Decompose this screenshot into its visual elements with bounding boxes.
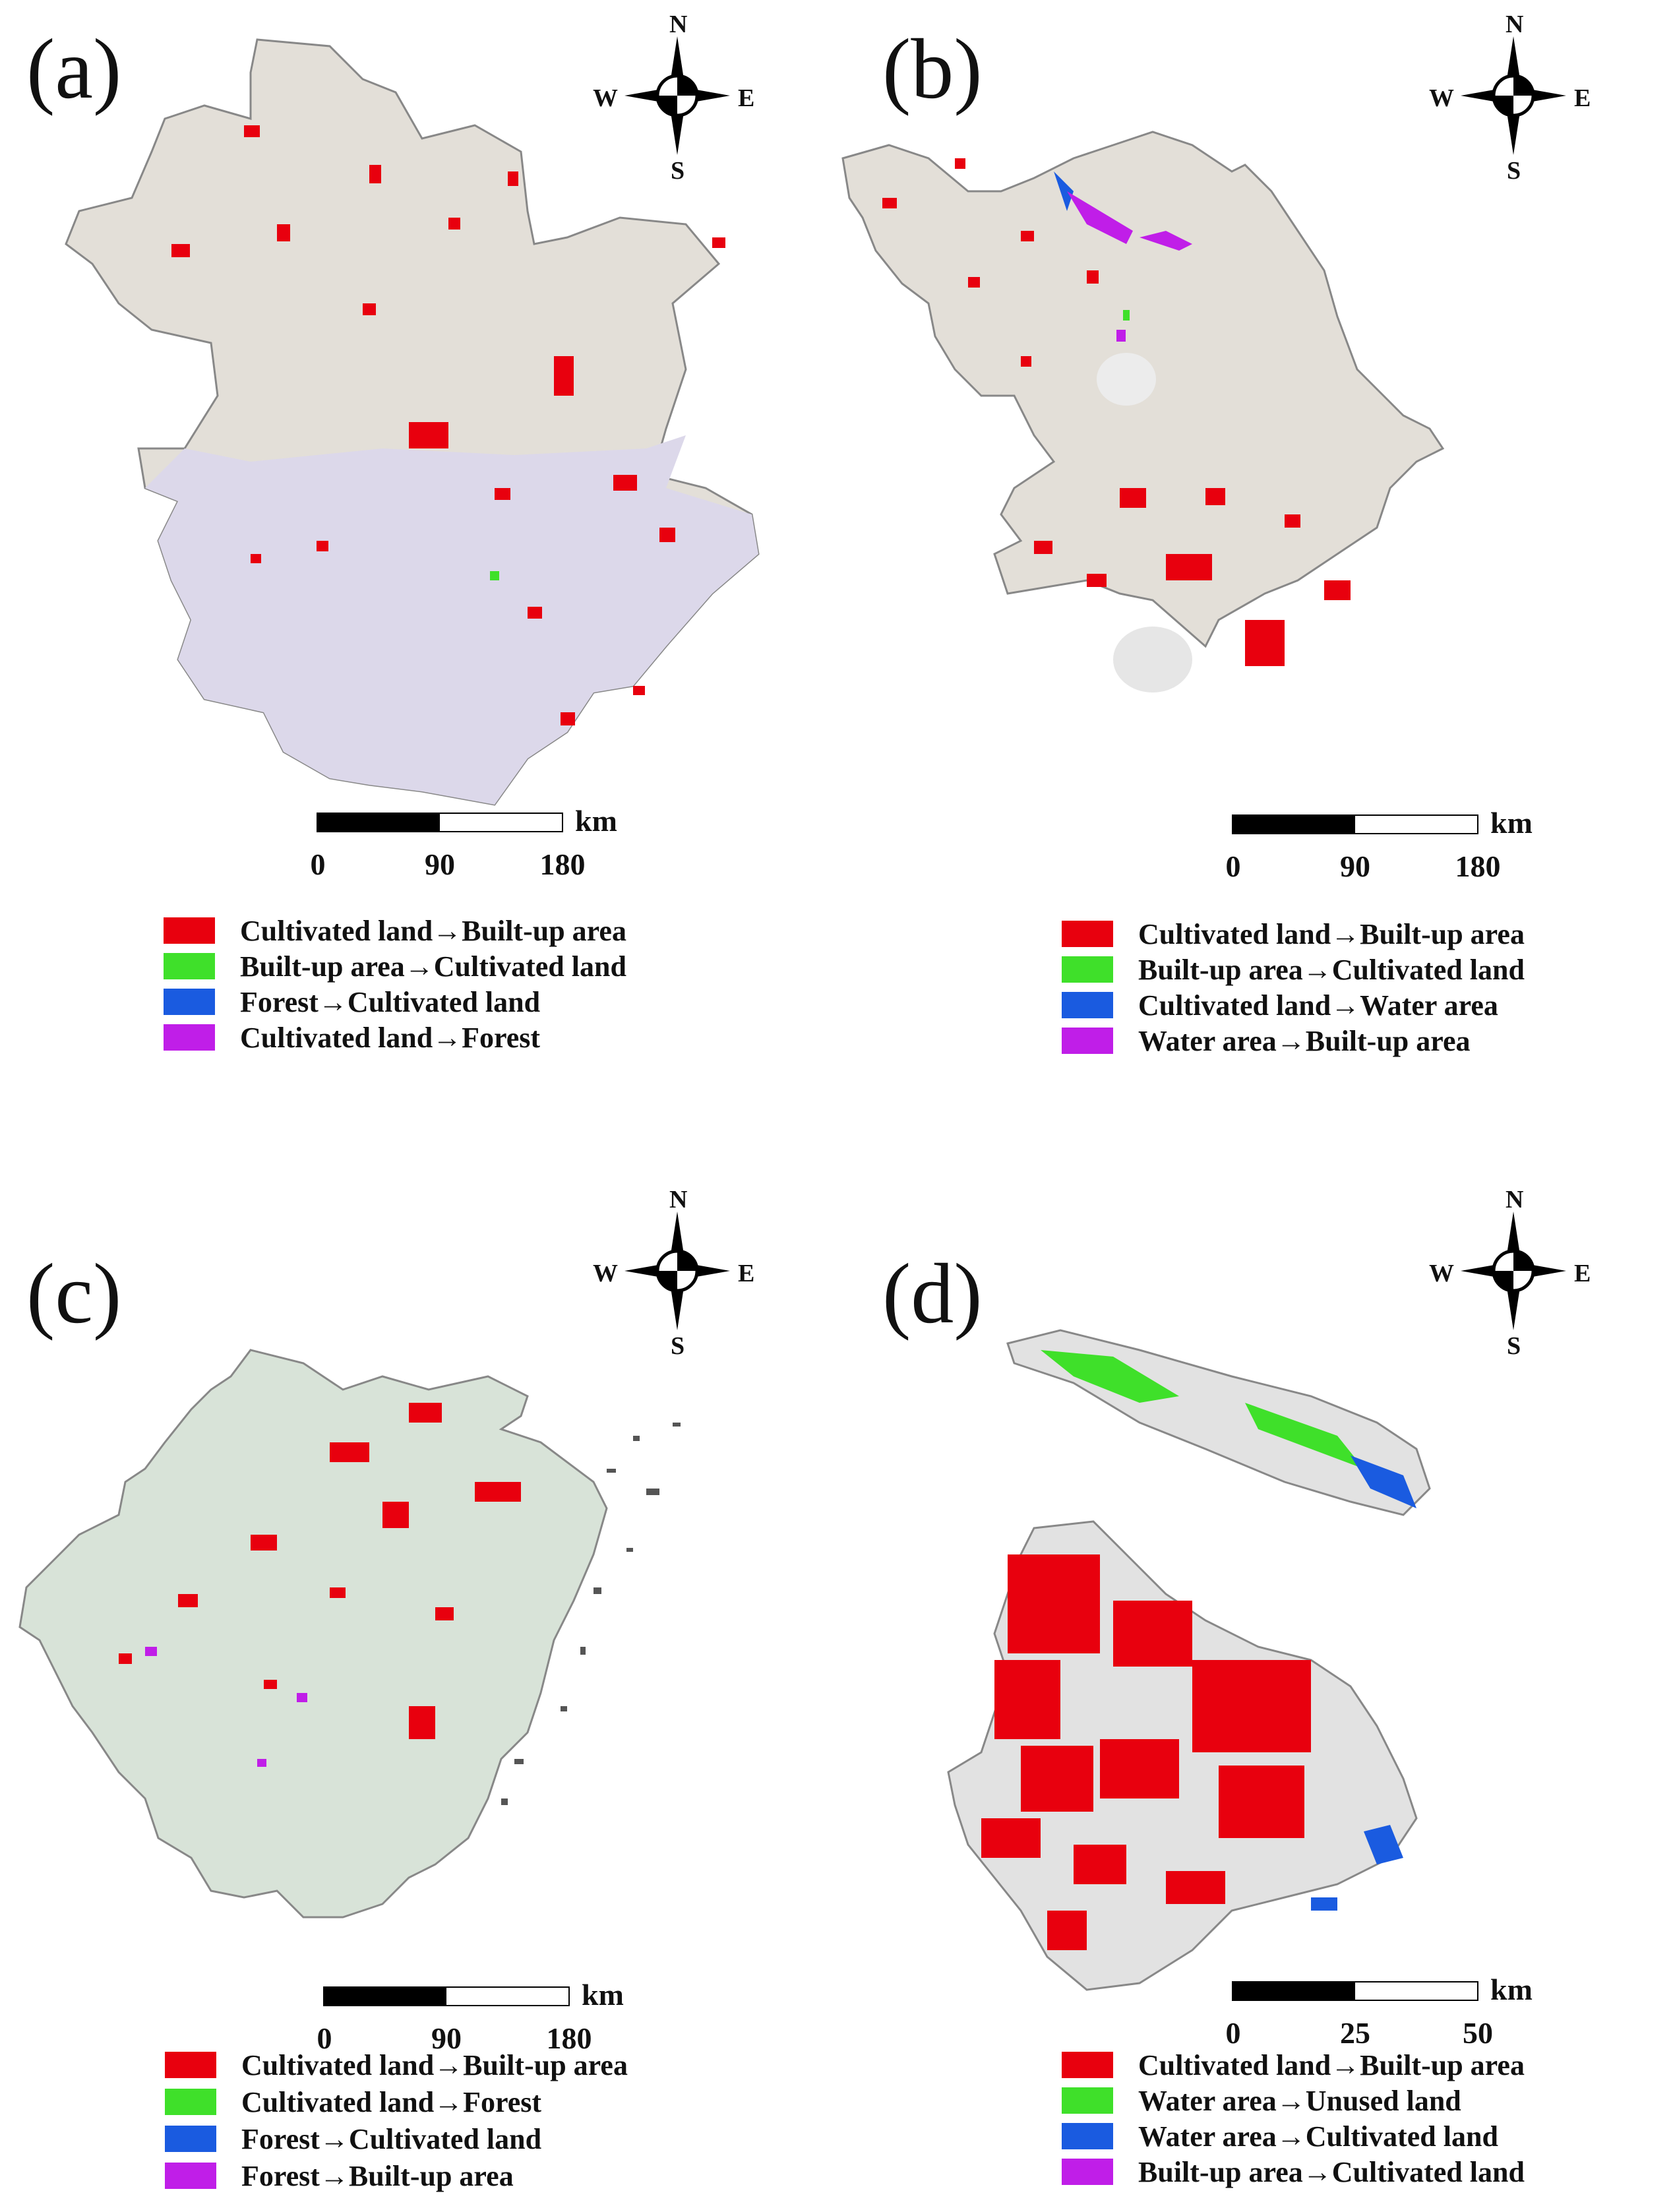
legend: Cultivated land→Built-up area Water area… bbox=[1062, 2048, 1655, 2199]
scale-bar: km 0 90 180 bbox=[317, 1978, 624, 2066]
jiangsu-change-map bbox=[841, 131, 1445, 692]
legend-item: Built-up area→Cultivated land bbox=[1062, 952, 1525, 987]
scale-tick: 180 bbox=[539, 847, 586, 881]
legend-item: Forest→Cultivated land bbox=[164, 985, 540, 1019]
scale-unit: km bbox=[582, 1978, 624, 2012]
panel-c: (c) N S E W bbox=[0, 1106, 836, 2212]
compass-north-label: N bbox=[1506, 1186, 1524, 1214]
legend-item: Built-up area→Cultivated land bbox=[164, 949, 626, 983]
legend-item: Cultivated land→Forest bbox=[164, 1020, 540, 1055]
compass-south-label: S bbox=[671, 157, 685, 185]
panel-d: (d) N S E W bbox=[836, 1106, 1672, 2212]
legend-item: Cultivated land→Built-up area bbox=[1062, 2048, 1525, 2082]
shanghai-change-map bbox=[947, 1329, 1431, 1991]
legend-item: Cultivated land→Built-up area bbox=[1062, 917, 1525, 951]
compass-west-label: W bbox=[1429, 84, 1454, 112]
compass-east-label: E bbox=[1574, 1260, 1591, 1287]
compass-rose-icon: N S E W bbox=[1428, 1185, 1599, 1360]
scale-unit: km bbox=[1490, 1973, 1533, 2006]
scale-bar: km 0 90 180 bbox=[310, 804, 617, 892]
legend-item: Water area→Cultivated land bbox=[1062, 2119, 1498, 2153]
scale-tick: 90 bbox=[425, 847, 455, 881]
scale-unit: km bbox=[1490, 806, 1533, 840]
legend-item: Forest→Built-up area bbox=[165, 2159, 514, 2193]
scale-tick: 25 bbox=[1340, 2016, 1370, 2050]
legend: Cultivated land→Built-up area Built-up a… bbox=[1062, 917, 1655, 1068]
legend-item: Forest→Cultivated land bbox=[165, 2122, 541, 2156]
zhejiang-change-map bbox=[18, 1349, 681, 1919]
scale-tick: 50 bbox=[1463, 2016, 1493, 2050]
scale-tick: 180 bbox=[546, 2021, 592, 2055]
compass-south-label: S bbox=[671, 1332, 685, 1360]
scale-tick: 90 bbox=[431, 2021, 462, 2055]
legend-item: Water area→Unused land bbox=[1062, 2083, 1461, 2118]
compass-east-label: E bbox=[738, 1260, 755, 1287]
scale-bar: km 0 90 180 bbox=[1225, 806, 1533, 894]
compass-south-label: S bbox=[1507, 1332, 1521, 1360]
panel-a: (a) N S E W bbox=[0, 0, 836, 1106]
compass-rose-icon: N S E W bbox=[592, 10, 763, 185]
compass-north-label: N bbox=[1506, 11, 1524, 38]
legend: Cultivated land→Built-up area Built-up a… bbox=[164, 913, 757, 1065]
panel-label: (c) bbox=[26, 1246, 122, 1341]
compass-west-label: W bbox=[1429, 1260, 1454, 1287]
scale-tick: 180 bbox=[1455, 849, 1501, 883]
panel-label: (a) bbox=[26, 22, 122, 117]
scale-bar: km 0 25 50 bbox=[1225, 1973, 1533, 2060]
legend-item: Cultivated land→Forest bbox=[165, 2085, 541, 2119]
legend-item: Cultivated land→Water area bbox=[1062, 988, 1498, 1022]
compass-east-label: E bbox=[1574, 84, 1591, 112]
legend-item: Built-up area→Cultivated land bbox=[1062, 2155, 1525, 2189]
panel-label: (d) bbox=[882, 1246, 983, 1341]
compass-north-label: N bbox=[669, 11, 688, 38]
scale-tick: 90 bbox=[1340, 849, 1370, 883]
scale-tick: 0 bbox=[310, 847, 326, 881]
scale-tick: 0 bbox=[1225, 2016, 1241, 2050]
scale-tick: 0 bbox=[317, 2021, 332, 2055]
anhui-change-map bbox=[65, 38, 760, 806]
legend-item: Cultivated land→Built-up area bbox=[165, 2048, 628, 2082]
compass-rose-icon: N S E W bbox=[592, 1185, 763, 1360]
legend-item: Water area→Built-up area bbox=[1062, 1024, 1471, 1058]
compass-north-label: N bbox=[669, 1186, 688, 1214]
scale-tick: 0 bbox=[1225, 849, 1241, 883]
compass-east-label: E bbox=[738, 84, 755, 112]
scale-unit: km bbox=[575, 804, 617, 838]
compass-west-label: W bbox=[593, 84, 618, 112]
legend-item: Cultivated land→Built-up area bbox=[164, 913, 626, 948]
panel-b: (b) N S E W bbox=[836, 0, 1672, 1106]
compass-west-label: W bbox=[593, 1260, 618, 1287]
compass-rose-icon: N S E W bbox=[1428, 10, 1599, 185]
legend: Cultivated land→Built-up area Cultivated… bbox=[165, 2048, 758, 2199]
compass-south-label: S bbox=[1507, 157, 1521, 185]
panel-label: (b) bbox=[882, 22, 983, 117]
